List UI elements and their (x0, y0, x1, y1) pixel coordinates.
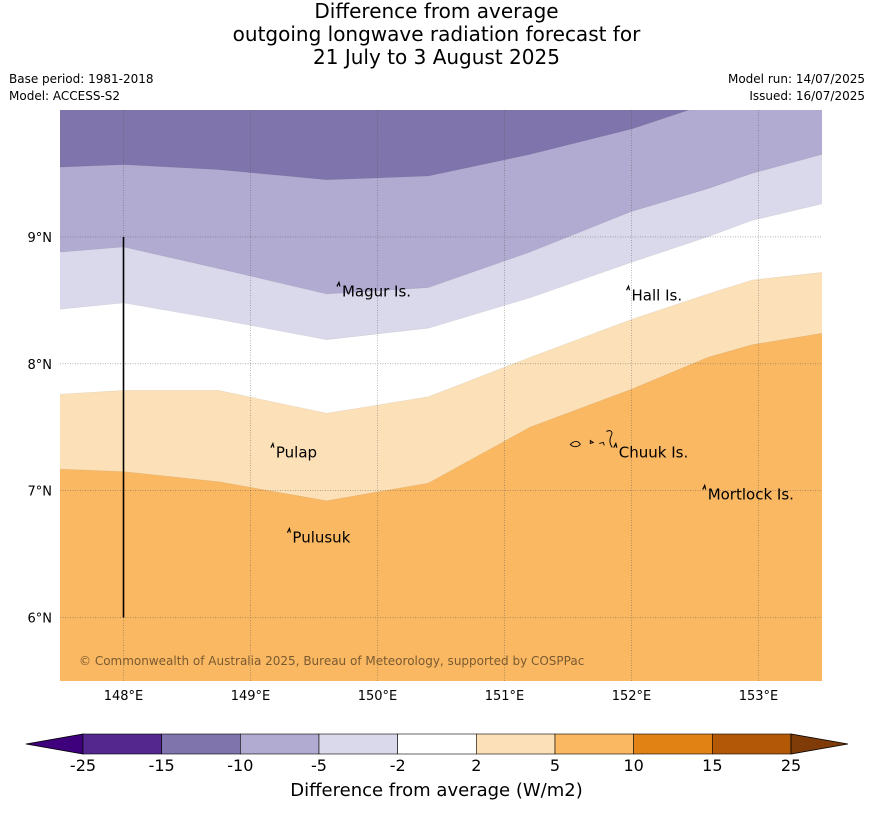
y-tick-label: 9°N (28, 231, 53, 246)
colorbar-title: Difference from average (W/m2) (290, 780, 583, 801)
y-tick-label: 6°N (28, 612, 53, 627)
graticule (60, 110, 822, 681)
colorbar-tick-label: 25 (781, 756, 801, 775)
band-minus15-to-minus10 (60, 110, 690, 181)
chuuk-islands-shape (569, 430, 613, 448)
colorbar-box (240, 733, 320, 755)
colorbar-tick-label: 5 (550, 756, 560, 775)
place-label: Chuuk Is. (619, 444, 688, 462)
y-tick-label: 7°N (28, 485, 53, 500)
title-line-1: Difference from average (314, 0, 559, 23)
colorbar-extend-low (25, 733, 84, 755)
colorbar-tick-label: 15 (702, 756, 722, 775)
meta-left: Base period: 1981-2018 Model: ACCESS-S2 (9, 71, 154, 105)
x-tick-label: 153°E (739, 689, 779, 704)
forecast-map: 148°E 149°E 150°E 151°E 152°E 153°E 9°N 8°N 7°N 6… (28, 110, 822, 704)
colorbar-tick-label: -5 (311, 756, 327, 775)
place-label: Hall Is. (632, 286, 683, 304)
x-tick-label: 148°E (104, 689, 144, 704)
island-marker (336, 280, 341, 287)
model-text: Model: ACCESS-S2 (9, 89, 121, 103)
y-tick-label: 8°N (28, 358, 53, 373)
colorbar-box (712, 733, 792, 755)
colorbar-tick-label: -25 (70, 756, 96, 775)
island-marker (613, 441, 618, 448)
copyright-text: © Commonwealth of Australia 2025, Bureau… (79, 654, 584, 668)
colorbar-box (554, 733, 634, 755)
base-period-text: Base period: 1981-2018 (9, 72, 154, 86)
colorbar-box (476, 733, 556, 755)
colorbar-tick-label: -2 (390, 756, 406, 775)
island-marker (702, 483, 707, 490)
colorbar-box (397, 733, 477, 755)
x-tick-label: 150°E (358, 689, 398, 704)
place-label: Magur Is. (342, 282, 411, 300)
place-label: Pulusuk (292, 529, 350, 547)
x-tick-label: 152°E (612, 689, 652, 704)
place-label: Mortlock Is. (708, 485, 794, 503)
place-label: Pulap (276, 444, 317, 462)
title-line-3: 21 July to 3 August 2025 (313, 45, 560, 69)
colorbar: -25 -15 -10 -5 -2 2 5 10 15 25 (25, 733, 849, 775)
colorbar-tick-label: -15 (149, 756, 175, 775)
colorbar-box (318, 733, 398, 755)
island-marker (270, 441, 275, 448)
x-tick-label: 149°E (231, 689, 271, 704)
meta-right: Model run: 14/07/2025 Issued: 16/07/2025 (728, 71, 865, 105)
colorbar-box (161, 733, 241, 755)
colorbar-tick-label: 2 (471, 756, 481, 775)
model-run-text: Model run: 14/07/2025 (727, 72, 865, 86)
chart-title: Difference from average outgoing longwav… (0, 0, 873, 69)
colorbar-tick-label: -10 (227, 756, 253, 775)
island-marker (286, 526, 291, 533)
x-tick-label: 151°E (485, 689, 525, 704)
colorbar-box (82, 733, 162, 755)
colorbar-tick-label: 10 (623, 756, 643, 775)
island-marker (625, 284, 631, 291)
issued-text: Issued: 16/07/2025 (749, 89, 865, 103)
colorbar-box (633, 733, 713, 755)
title-line-2: outgoing longwave radiation forecast for (232, 22, 641, 46)
colorbar-extend-high (790, 733, 849, 755)
